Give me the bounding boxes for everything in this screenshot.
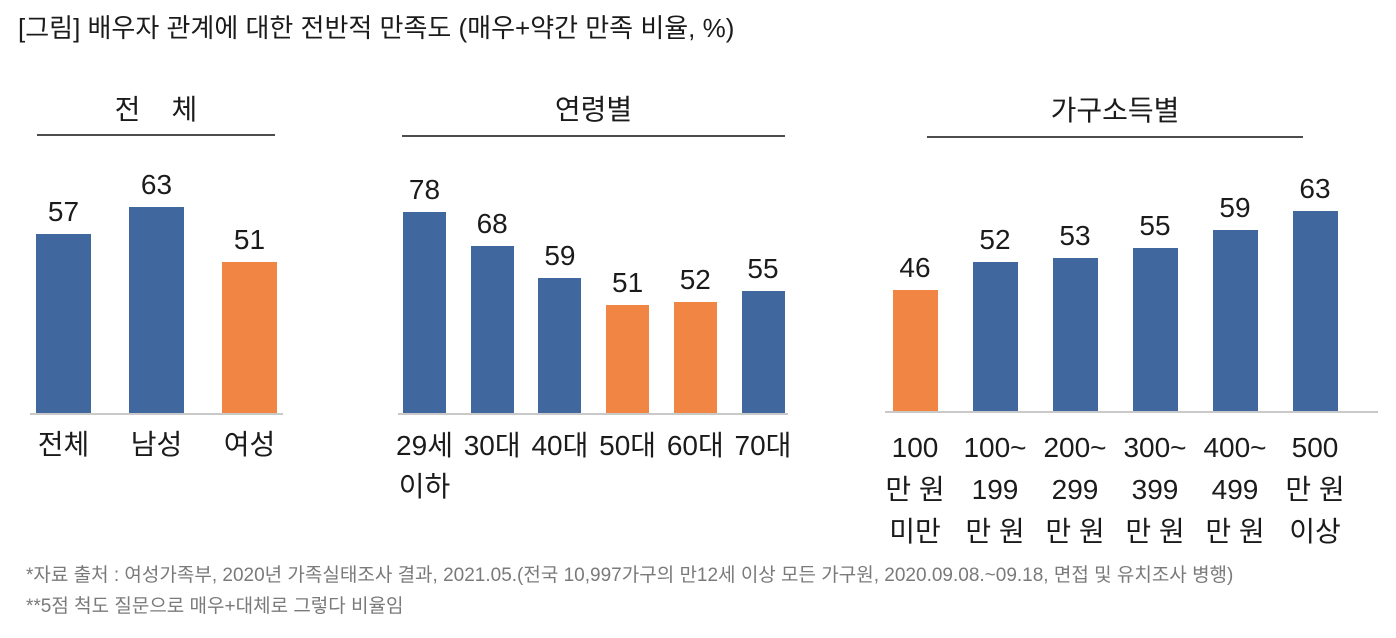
panel-title-by-age: 연령별 [554, 94, 633, 125]
x-axis-label: 300~ 399 만 원 [1123, 432, 1187, 547]
x-axis-label: 400~ 499 만 원 [1203, 432, 1267, 547]
x-axis-label: 100~ 199 만 원 [963, 432, 1027, 547]
method-note: **5점 척도 질문으로 매우+대체로 그렇다 비율임 [26, 596, 404, 617]
panel-by-age: 연령별 78 29세 이하 68 30대 59 40대 51 50대 52 60대 55 70대 [396, 0, 791, 560]
footnotes: *자료 출처 : 여성가족부, 2020년 가족실태조사 결과, 2021.05… [26, 560, 1233, 622]
bar-50대 [606, 305, 650, 413]
panel-by-income: 가구소득별 46 100 만 원 미만 52 100~ 199 만 원 53 200~ 2… [885, 0, 1378, 560]
x-axis-line [30, 413, 283, 415]
x-axis-label: 여성 [223, 429, 276, 460]
bar-value-label: 52 [679, 264, 711, 295]
x-axis-label: 남성 [130, 429, 183, 460]
figure-title: [그림] 배우자 관계에 대한 전반적 만족도 (매우+약간 만족 비율, %) [18, 13, 735, 43]
x-axis-label: 50대 [599, 430, 657, 461]
x-axis-label: 500 만 원 이상 [1285, 432, 1345, 547]
x-axis-label: 100 만 원 미만 [885, 432, 945, 547]
x-axis-line [885, 411, 1378, 413]
bar-value-label: 63 [1299, 173, 1331, 204]
x-axis-label: 60대 [666, 430, 724, 461]
panel-title-underline [402, 135, 785, 137]
bar-value-label: 59 [544, 240, 576, 271]
panel-overall: 전 체 57 전체 63 남성 51 여성 [30, 0, 283, 560]
panel-title-underline [927, 136, 1303, 138]
x-axis-line [398, 413, 788, 415]
x-axis-label: 40대 [531, 430, 589, 461]
bar-100만원미만 [892, 290, 938, 411]
x-axis-label: 30대 [463, 430, 521, 461]
bar-value-label: 55 [1139, 210, 1171, 241]
source-note: *자료 출처 : 여성가족부, 2020년 가족실태조사 결과, 2021.05… [26, 565, 1234, 586]
bar-200~299만원 [1052, 258, 1098, 411]
bar-value-label: 63 [140, 169, 173, 200]
bar-전체 [36, 234, 91, 413]
bar-value-label: 51 [612, 267, 644, 298]
bar-60대 [673, 302, 717, 413]
x-axis-label: 70대 [734, 430, 792, 461]
bar-29세이하 [403, 212, 446, 413]
bar-value-label: 51 [233, 224, 266, 255]
x-axis-label: 29세 이하 [396, 430, 453, 502]
x-axis-label: 전체 [37, 429, 90, 460]
bar-500만원이상 [1292, 211, 1338, 411]
panel-title-by-income: 가구소득별 [1050, 95, 1180, 126]
bar-70대 [741, 291, 785, 413]
bar-30대 [470, 246, 514, 413]
bar-400~499만원 [1212, 230, 1258, 411]
bar-40대 [538, 278, 582, 413]
bar-value-label: 59 [1219, 192, 1251, 223]
bar-value-label: 55 [747, 253, 779, 284]
panel-title-underline [37, 134, 275, 136]
bar-100~199만원 [972, 262, 1018, 411]
bar-value-label: 53 [1059, 220, 1091, 251]
bar-300~399만원 [1132, 248, 1178, 411]
bar-남성 [129, 207, 184, 413]
bar-value-label: 46 [899, 252, 931, 283]
bar-value-label: 78 [408, 174, 441, 205]
x-axis-label: 200~ 299 만 원 [1043, 432, 1107, 547]
bar-value-label: 68 [476, 208, 508, 239]
bar-value-label: 57 [47, 196, 80, 227]
bar-value-label: 52 [979, 224, 1011, 255]
bar-여성 [222, 262, 277, 413]
panel-title-overall: 전 체 [114, 94, 198, 125]
